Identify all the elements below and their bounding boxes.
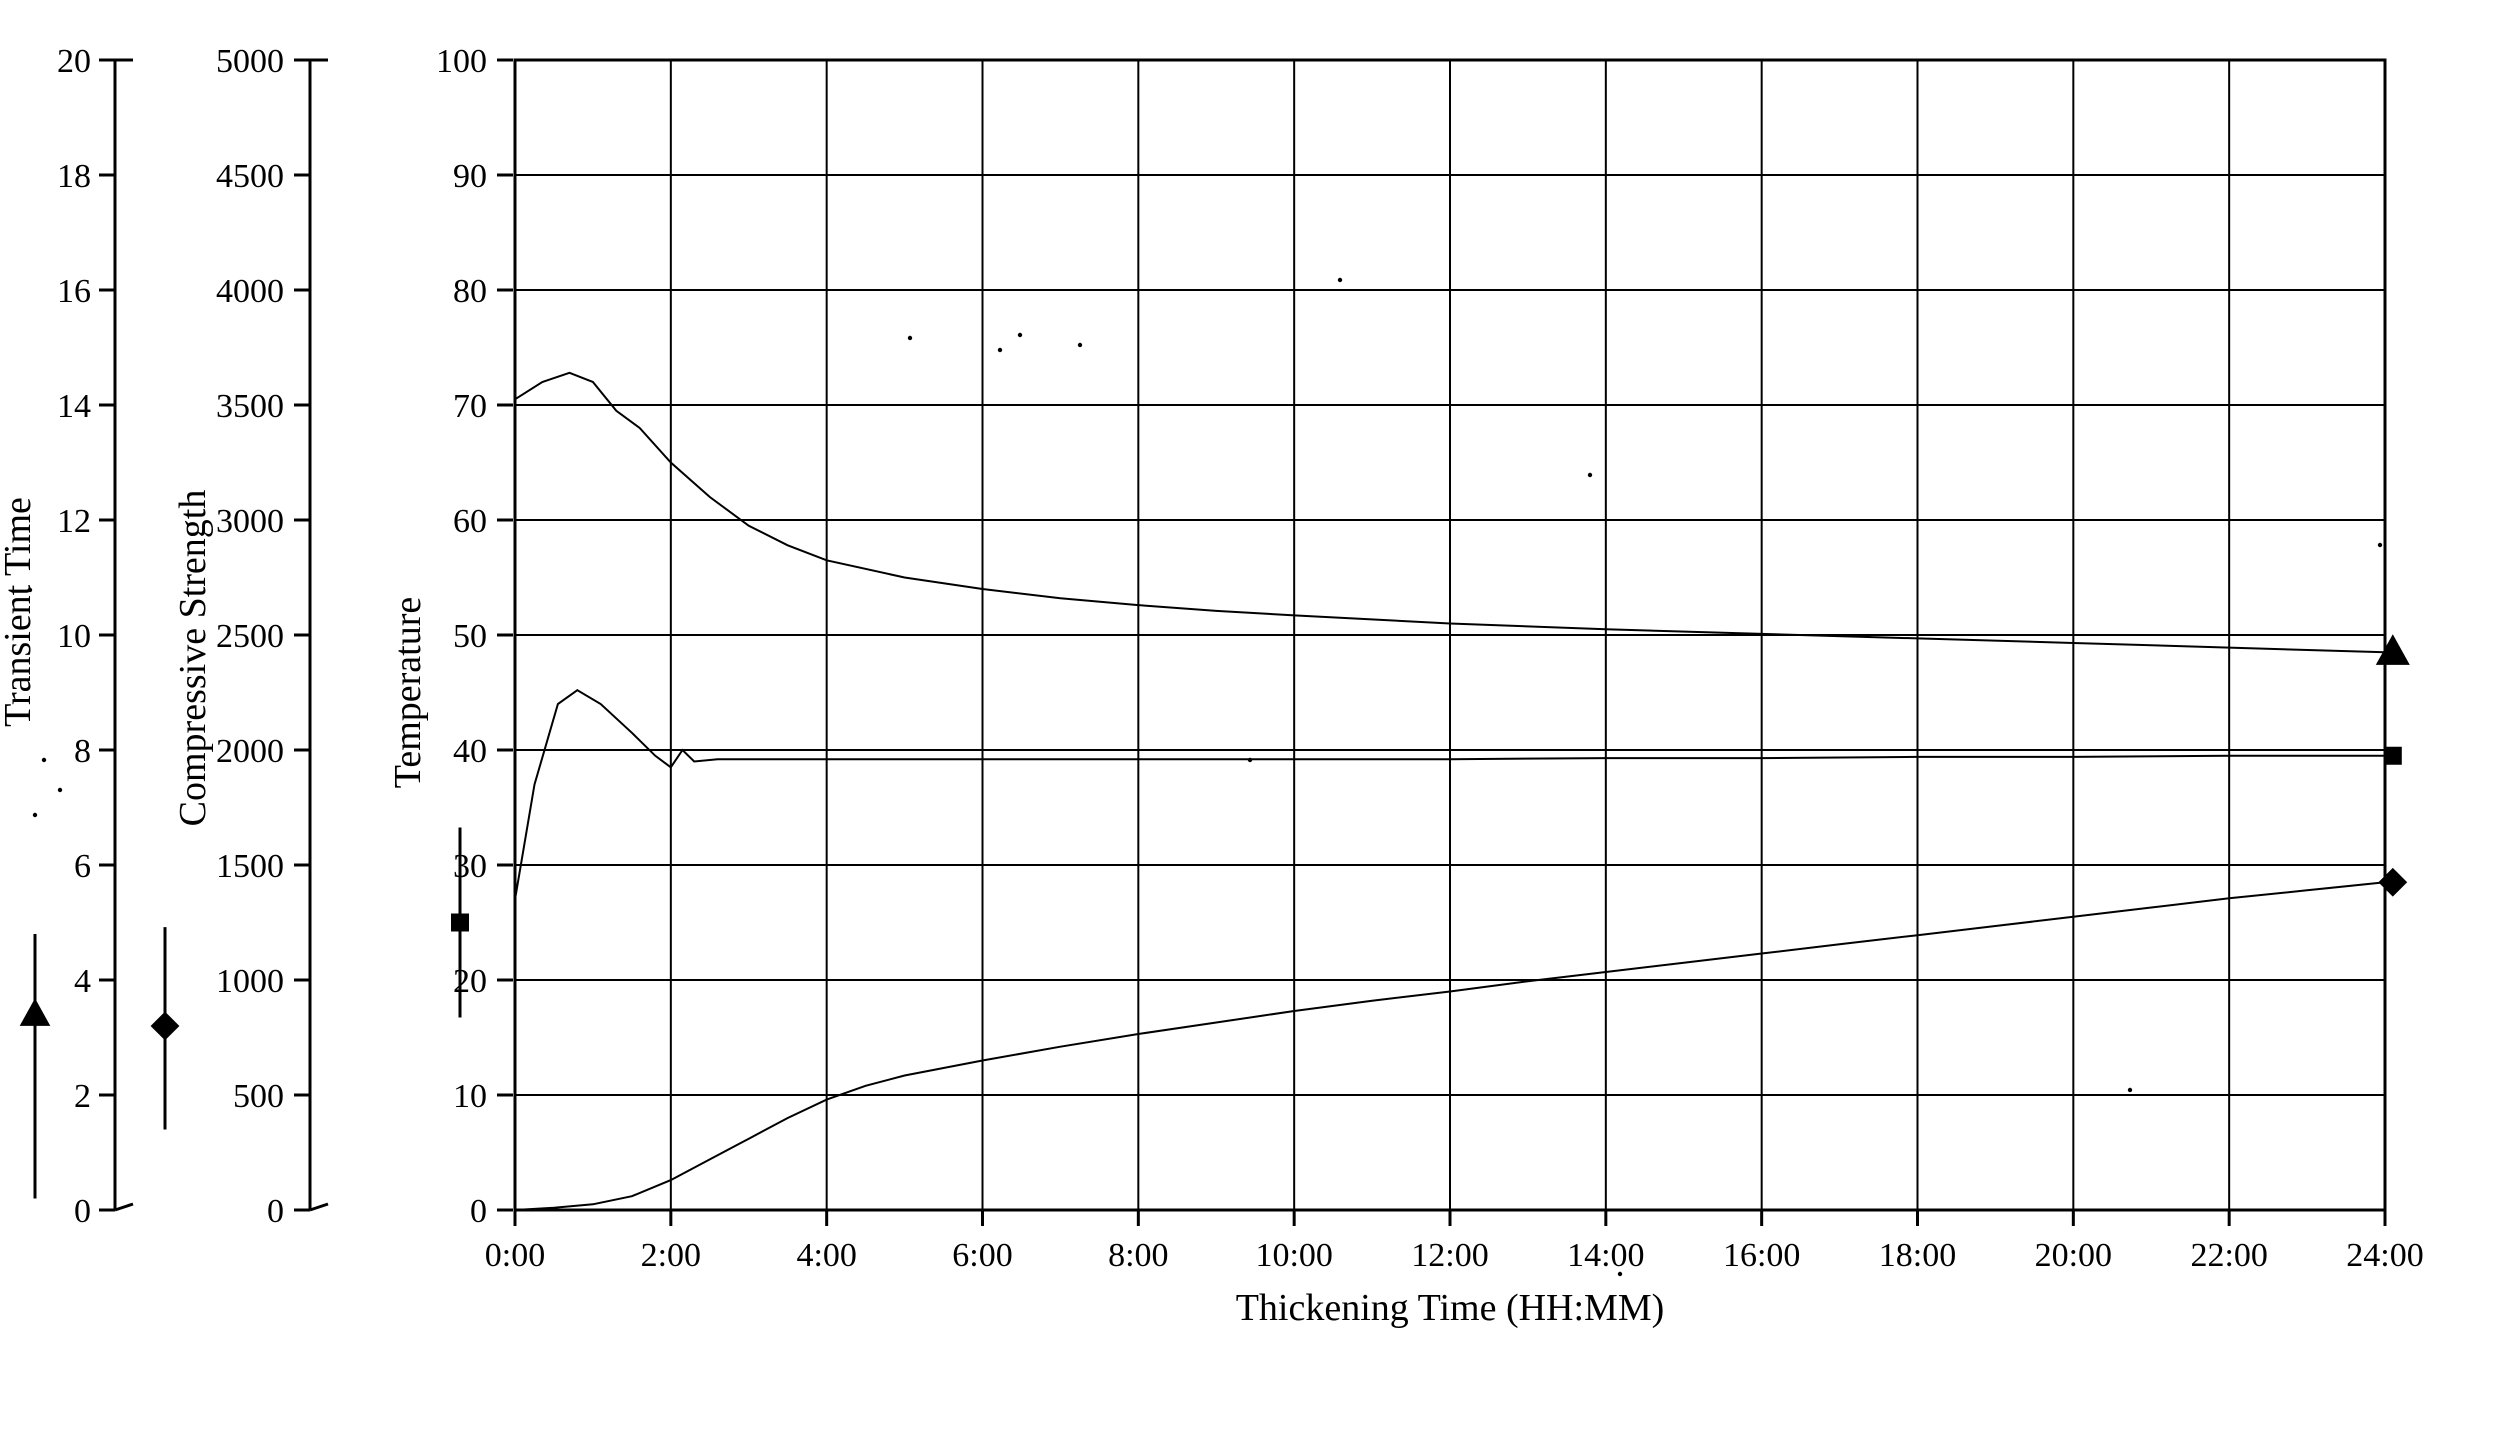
ytemp-tick-label: 50 xyxy=(453,618,487,655)
x-tick-label: 4:00 xyxy=(796,1237,856,1274)
comp-legend-marker xyxy=(151,1012,180,1041)
y-axis-compressive: 0 500 1000 1500 2000 2500 3000 3500 4000 4500 5000… xyxy=(151,43,328,1230)
trans-legend-marker xyxy=(20,998,51,1026)
y-trans-title: Transient Time xyxy=(0,497,39,727)
x-tick-label: 22:00 xyxy=(2190,1237,2267,1274)
ytrans-tick-label: 18 xyxy=(57,158,91,195)
x-tick-label: 6:00 xyxy=(952,1237,1012,1274)
ytrans-tick-label: 16 xyxy=(57,273,91,310)
x-tick-label: 12:00 xyxy=(1411,1237,1488,1274)
ytemp-tick-label: 0 xyxy=(470,1193,487,1230)
ytrans-tick-label: 4 xyxy=(74,963,91,1000)
ytrans-tick-label: 12 xyxy=(57,503,91,540)
ycomp-tick-label: 4500 xyxy=(216,158,284,195)
series-temperature-end-marker xyxy=(2384,747,2402,765)
x-tick-label: 14:00 xyxy=(1567,1237,1644,1274)
ycomp-tick-label: 4000 xyxy=(216,273,284,310)
x-tick-label: 16:00 xyxy=(1723,1237,1800,1274)
ytrans-tick-label: 6 xyxy=(74,848,91,885)
x-tick-label: 2:00 xyxy=(641,1237,701,1274)
ytemp-tick-label: 10 xyxy=(453,1078,487,1115)
ytrans-tick-label: 20 xyxy=(57,43,91,80)
x-tick-label: 20:00 xyxy=(2035,1237,2112,1274)
series-transient-end-marker xyxy=(2376,634,2410,665)
ytemp-tick-label: 30 xyxy=(453,848,487,885)
ycomp-tick-label: 3500 xyxy=(216,388,284,425)
x-tick-label: 18:00 xyxy=(1879,1237,1956,1274)
ytrans-tick-label: 14 xyxy=(57,388,91,425)
ytemp-tick-label: 60 xyxy=(453,503,487,540)
ycomp-tick-label: 1500 xyxy=(216,848,284,885)
ytemp-tick-label: 80 xyxy=(453,273,487,310)
grid xyxy=(515,60,2385,1210)
chart-svg: 0:00 2:00 4:00 6:00 8:00 10:00 12:00 14:00 16:00… xyxy=(0,0,2500,1429)
ytrans-tick-label: 8 xyxy=(74,733,91,770)
ycomp-tick-label: 0 xyxy=(267,1193,284,1230)
x-tick-label: 24:00 xyxy=(2346,1237,2423,1274)
ycomp-tick-label: 3000 xyxy=(216,503,284,540)
ycomp-tick-label: 1000 xyxy=(216,963,284,1000)
ycomp-tick-label: 500 xyxy=(233,1078,284,1115)
ycomp-tick-label: 2500 xyxy=(216,618,284,655)
ytemp-tick-label: 70 xyxy=(453,388,487,425)
x-axis: 0:00 2:00 4:00 6:00 8:00 10:00 12:00 14:00 16:00… xyxy=(485,1210,2424,1329)
series-compressive-end-marker xyxy=(2378,868,2407,897)
ycomp-tick-label: 5000 xyxy=(216,43,284,80)
ytemp-tick-label: 40 xyxy=(453,733,487,770)
ytrans-tick-label: 0 xyxy=(74,1193,91,1230)
ytrans-tick-label: 10 xyxy=(57,618,91,655)
speckles xyxy=(28,278,2382,1276)
x-axis-title: Thickening Time (HH:MM) xyxy=(1236,1287,1665,1329)
y-axis-temperature: 0 10 20 30 40 50 60 70 80 90 100 Temperature xyxy=(387,43,513,1230)
ytrans-tick-label: 2 xyxy=(74,1078,91,1115)
ycomp-tick-label: 2000 xyxy=(216,733,284,770)
temp-start-marker xyxy=(451,914,469,932)
ytemp-tick-label: 100 xyxy=(436,43,487,80)
x-tick-label: 0:00 xyxy=(485,1237,545,1274)
y-comp-title: Compressive Strength xyxy=(172,490,214,827)
y-axis-transient: 0 2 4 6 8 10 12 14 16 18 20 Transient Time xyxy=(0,43,133,1230)
x-tick-label: 8:00 xyxy=(1108,1237,1168,1274)
ytemp-tick-label: 90 xyxy=(453,158,487,195)
y-temp-title: Temperature xyxy=(387,597,429,788)
x-tick-label: 10:00 xyxy=(1255,1237,1332,1274)
ytemp-tick-label: 20 xyxy=(453,963,487,1000)
